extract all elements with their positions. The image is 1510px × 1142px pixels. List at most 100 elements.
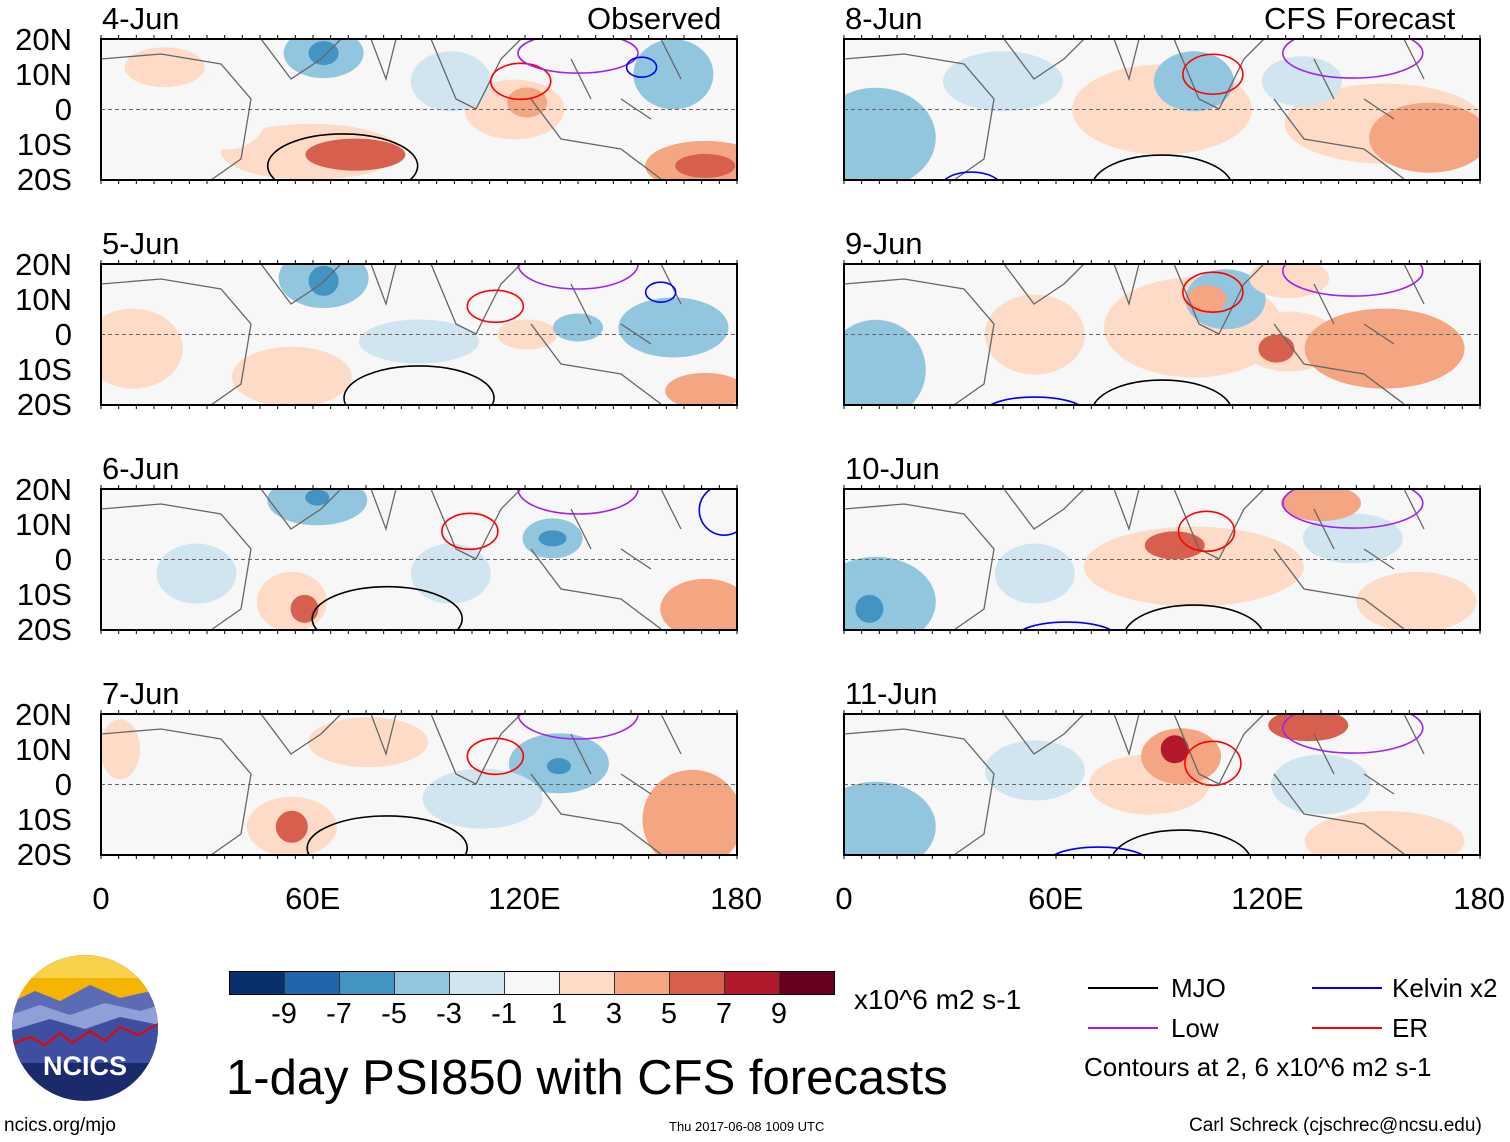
contour-line	[1092, 154, 1232, 180]
y-tick-label: 20S	[16, 387, 72, 422]
contour-line	[466, 289, 525, 324]
psi850-map-panel	[100, 710, 738, 859]
shading-region	[1144, 531, 1205, 560]
shading-region	[1369, 102, 1480, 173]
y-tick-label: 20S	[16, 612, 72, 647]
shading-region	[660, 578, 737, 630]
shading-region	[101, 308, 183, 389]
psi850-map-panel	[100, 35, 738, 184]
colorbar-tick-label: 9	[770, 998, 788, 1030]
contour-line	[644, 281, 677, 304]
shading-region	[422, 768, 543, 829]
y-tick-label: 20N	[15, 247, 72, 282]
shading-region	[410, 543, 491, 604]
contour-line	[517, 264, 639, 290]
shading-region	[665, 372, 737, 405]
legend-mjo-line	[1088, 987, 1158, 989]
shading-region	[844, 87, 936, 180]
contour-line	[466, 737, 525, 776]
contour-line	[517, 39, 639, 74]
panel-date-label: 4-Jun	[102, 1, 180, 36]
shading-region	[943, 51, 1063, 112]
colorbar-units: x10^6 m2 s-1	[854, 984, 1022, 1015]
colorbar-swatch	[340, 972, 395, 994]
contour-line	[343, 365, 495, 405]
shading-region	[308, 41, 339, 66]
shading-region	[553, 313, 603, 342]
shading-region	[855, 594, 884, 623]
contour-line	[1282, 264, 1424, 297]
contour-line	[1282, 714, 1424, 754]
forecast-header: CFS Forecast	[1264, 1, 1456, 36]
y-tick-label: 10S	[16, 127, 72, 162]
colorbar-swatch	[230, 972, 285, 994]
shading-region	[305, 138, 406, 171]
shading-region	[844, 319, 926, 405]
source-url[interactable]: ncics.org/mjo	[4, 1115, 116, 1136]
y-tick-label: 20N	[15, 697, 72, 732]
contour-line	[989, 396, 1081, 405]
panel-date-label: 5-Jun	[102, 226, 180, 261]
colorbar-swatch	[560, 972, 615, 994]
y-tick-label: 20N	[15, 472, 72, 507]
colorbar	[229, 971, 835, 995]
shading-region	[290, 594, 319, 623]
shading-region	[497, 319, 558, 350]
shading-region	[1153, 51, 1234, 112]
legend-low-label: Low	[1171, 1013, 1219, 1043]
psi850-map-panel	[843, 260, 1481, 409]
colorbar-swatch	[670, 972, 725, 994]
colorbar-tick-label: 7	[715, 998, 733, 1030]
contour-line	[625, 56, 658, 79]
colorbar-swatch	[285, 972, 340, 994]
x-tick-label: 180	[710, 881, 762, 916]
x-tick-label: 60E	[1028, 881, 1084, 916]
colorbar-swatch	[780, 972, 834, 994]
y-tick-label: 10N	[15, 732, 72, 767]
y-tick-label: 0	[54, 767, 72, 802]
shading-region	[359, 319, 479, 364]
contour-line	[1282, 489, 1424, 529]
contour-line	[1182, 53, 1244, 96]
shading-region	[1258, 334, 1295, 363]
logo-text: NCICS	[43, 1051, 127, 1081]
shading-region	[305, 489, 330, 506]
contour-line	[1124, 604, 1263, 630]
y-tick-label: 10S	[16, 352, 72, 387]
colorbar-tick-label: -5	[381, 998, 407, 1030]
contour-line	[1092, 379, 1232, 405]
shading-region	[1261, 56, 1342, 107]
shading-region	[633, 39, 714, 110]
panel-date-label: 10-Jun	[845, 451, 940, 486]
contour-line	[1282, 39, 1424, 79]
shading-region	[231, 346, 352, 405]
contour-line	[266, 133, 419, 180]
shading-region	[642, 769, 737, 855]
shading-region	[1186, 285, 1227, 314]
psi850-map-panel	[100, 260, 738, 409]
ncics-logo: NCICS	[12, 955, 158, 1101]
shading-region	[124, 47, 205, 88]
figure-title: 1-day PSI850 with CFS forecasts	[226, 1051, 948, 1105]
x-tick-label: 0	[92, 881, 110, 916]
legend-er-label: ER	[1392, 1013, 1429, 1043]
contour-line	[489, 62, 552, 101]
legend-low-line	[1088, 1027, 1158, 1029]
colorbar-tick-label: -7	[326, 998, 352, 1030]
timestamp: Thu 2017-06-08 1009 UTC	[669, 1119, 825, 1134]
shading-region	[1356, 571, 1477, 630]
x-tick-label: 120E	[1231, 881, 1304, 916]
y-tick-label: 0	[54, 92, 72, 127]
shading-region	[156, 543, 237, 604]
psi850-map-panel	[100, 485, 738, 634]
y-tick-label: 20N	[15, 22, 72, 57]
colorbar-swatch	[615, 972, 670, 994]
contour-line	[1184, 740, 1242, 787]
shading-region	[844, 781, 936, 855]
colorbar-tick-label: -3	[436, 998, 462, 1030]
colorbar-swatch	[395, 972, 450, 994]
colorbar-tick-label: 3	[605, 998, 623, 1030]
legend-kelvin-line	[1312, 987, 1382, 989]
panel-date-label: 9-Jun	[845, 226, 923, 261]
shading-region	[1160, 735, 1189, 764]
